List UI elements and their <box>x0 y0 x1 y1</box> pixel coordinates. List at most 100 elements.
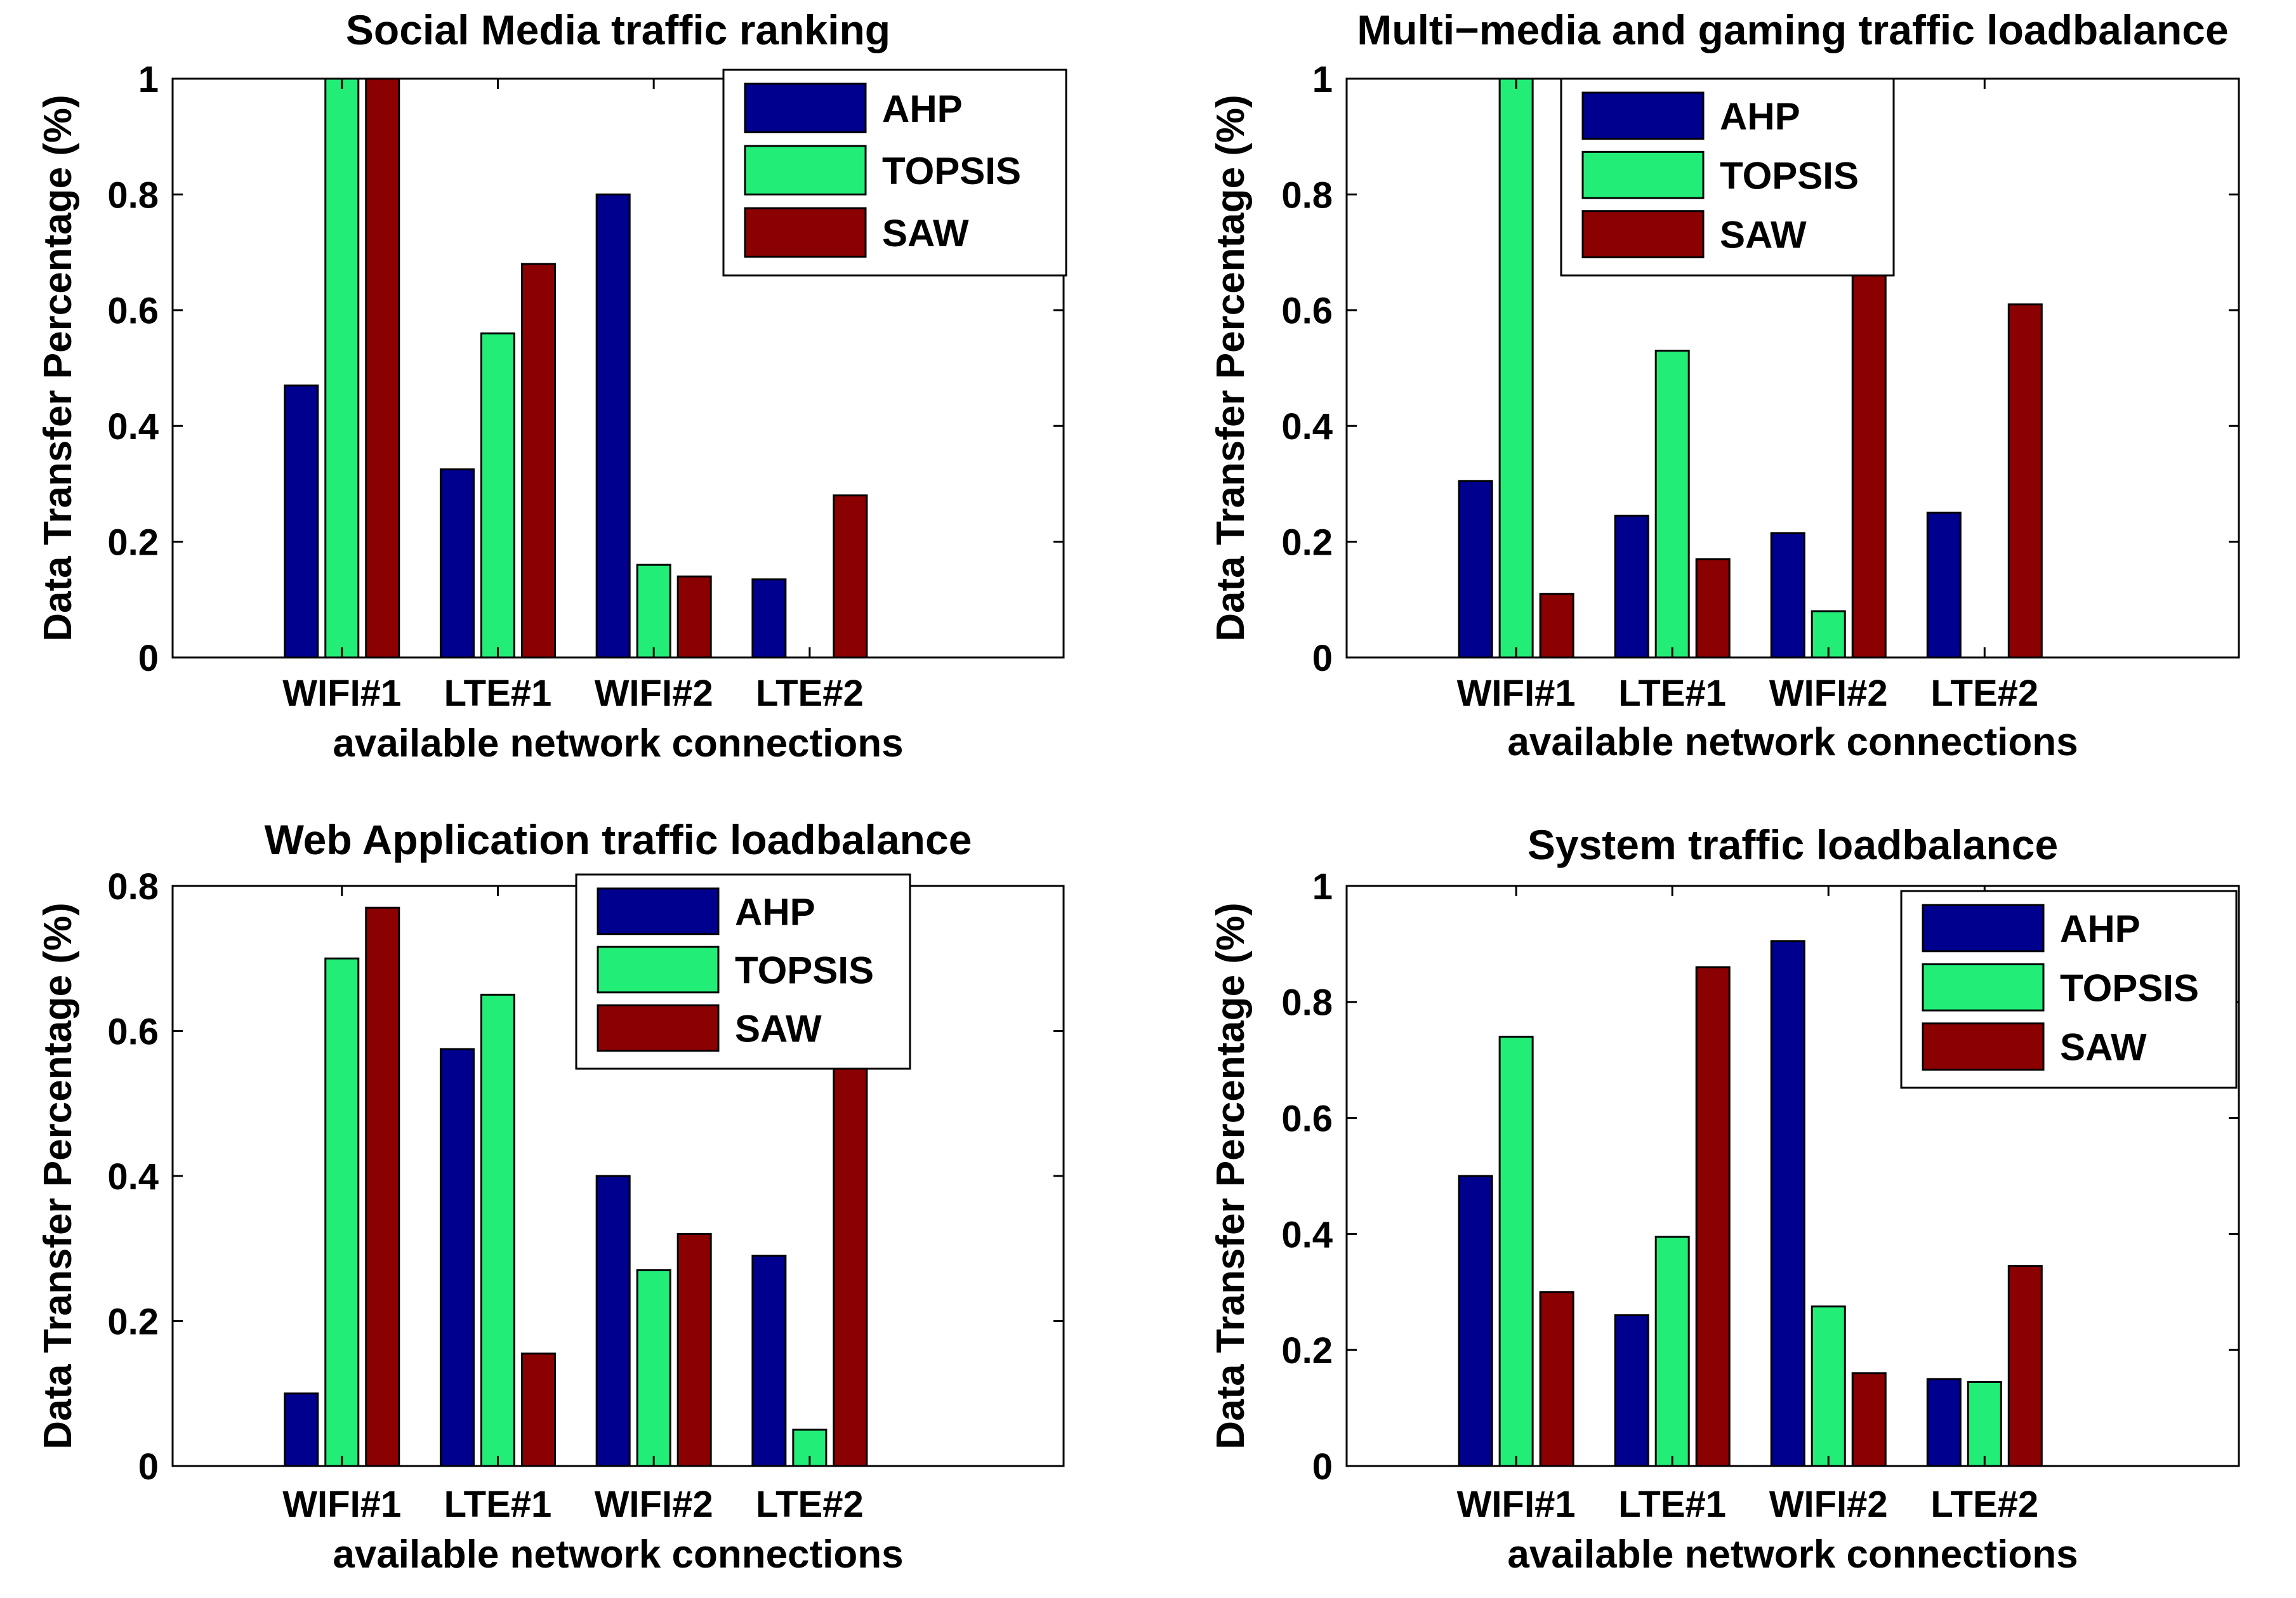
x-tick-label: LTE#2 <box>756 673 864 714</box>
y-tick-label: 1 <box>1312 59 1333 100</box>
y-tick-label: 0.8 <box>107 866 159 908</box>
x-tick-label: WIFI#2 <box>1769 1484 1888 1525</box>
legend-swatch-ahp <box>597 887 720 935</box>
x-axis-label: available network connections <box>1507 720 2078 764</box>
legend-swatch-saw <box>1922 1022 2045 1071</box>
y-tick-label: 0.6 <box>107 291 159 332</box>
legend-label-ahp: AHP <box>1720 95 1800 138</box>
legend-swatch-ahp <box>1922 904 2045 953</box>
legend-swatch-topsis <box>1581 150 1705 199</box>
bar-saw-wifi2 <box>676 1232 712 1467</box>
x-axis-label: available network connections <box>333 722 903 765</box>
bar-saw-lte1 <box>520 1352 556 1467</box>
legend: AHP TOPSIS SAW <box>1560 77 1895 277</box>
legend-label-topsis: TOPSIS <box>882 150 1021 192</box>
y-tick-label: 0 <box>1312 638 1333 679</box>
y-tick-label: 0.4 <box>107 1156 159 1198</box>
legend-swatch-saw <box>597 1004 720 1052</box>
legend-swatch-ahp <box>1581 91 1705 140</box>
x-tick-label: LTE#1 <box>1618 1484 1726 1525</box>
chart-social-media: Social Media traffic ranking Data Transf… <box>36 6 1067 765</box>
bar-topsis-wifi1 <box>324 77 360 659</box>
x-tick-label: WIFI#2 <box>595 1484 713 1525</box>
bar-saw-wifi1 <box>1539 1291 1574 1467</box>
y-tick-label: 0.8 <box>107 175 159 216</box>
legend-swatch-saw <box>1581 210 1705 258</box>
y-tick-label: 0 <box>138 1446 159 1488</box>
x-tick-label: LTE#2 <box>756 1484 864 1525</box>
chart-title: Multi−media and gaming traffic loadbalan… <box>1357 6 2228 53</box>
x-ticks: WIFI#1 LTE#1 WIFI#2 LTE#2 <box>282 886 864 1525</box>
bar-ahp-wifi2 <box>1770 532 1805 659</box>
legend-label-saw: SAW <box>735 1007 822 1050</box>
y-tick-label: 0.6 <box>1281 1098 1333 1139</box>
bar-saw-wifi2 <box>676 575 712 659</box>
bar-ahp-lte2 <box>751 578 787 659</box>
bar-group <box>1458 940 2043 1467</box>
y-tick-label: 0.2 <box>107 522 159 563</box>
y-tick-label: 1 <box>1312 866 1333 908</box>
bar-saw-lte1 <box>1695 966 1731 1467</box>
y-tick-label: 0.4 <box>1281 1214 1333 1255</box>
y-axis-label: Data Transfer Percentage (%) <box>1209 95 1253 641</box>
bar-saw-lte2 <box>2007 303 2043 659</box>
x-tick-label: LTE#2 <box>1930 1484 2038 1525</box>
bar-topsis-wifi2 <box>636 564 671 659</box>
x-tick-label: LTE#1 <box>444 673 552 714</box>
y-axis-label: Data Transfer Percentage (%) <box>36 902 80 1449</box>
bar-saw-wifi1 <box>1539 593 1574 659</box>
x-ticks: WIFI#1 LTE#1 WIFI#2 LTE#2 <box>1457 886 2038 1525</box>
bar-topsis-lte1 <box>480 332 515 659</box>
bar-saw-lte2 <box>833 494 868 659</box>
bar-topsis-wifi1 <box>324 957 360 1467</box>
bar-topsis-lte1 <box>1654 1236 1690 1467</box>
chart-system: System traffic loadbalance Data Transfer… <box>1209 821 2240 1576</box>
y-tick-label: 0.4 <box>1281 406 1333 447</box>
bar-ahp-wifi2 <box>595 193 631 659</box>
legend-label-saw: SAW <box>2060 1026 2147 1069</box>
y-tick-label: 0.4 <box>107 406 159 447</box>
x-tick-label: WIFI#2 <box>595 673 713 714</box>
bar-ahp-lte1 <box>1614 1314 1649 1467</box>
legend-label-saw: SAW <box>1720 214 1807 256</box>
y-ticks: 0 0.2 0.4 0.6 0.8 1 <box>1281 866 2239 1488</box>
x-tick-label: LTE#1 <box>444 1484 552 1525</box>
bar-saw-lte1 <box>1695 558 1731 659</box>
legend: AHP TOPSIS SAW <box>575 873 911 1070</box>
x-tick-label: WIFI#1 <box>1457 673 1576 714</box>
legend-swatch-topsis <box>597 946 720 994</box>
bar-ahp-wifi1 <box>284 1392 319 1467</box>
bar-group <box>284 906 868 1467</box>
y-tick-label: 0.2 <box>1281 522 1333 563</box>
bar-ahp-wifi1 <box>1458 1175 1493 1467</box>
y-ticks: 0 0.2 0.4 0.6 0.8 1 <box>1281 59 2239 679</box>
bar-topsis-wifi2 <box>1811 1305 1846 1467</box>
bar-ahp-lte1 <box>1614 515 1649 659</box>
bar-ahp-lte2 <box>751 1255 787 1467</box>
legend-swatch-saw <box>744 207 867 258</box>
x-tick-label: LTE#1 <box>1618 673 1726 714</box>
bar-ahp-wifi2 <box>1770 940 1805 1467</box>
bar-ahp-wifi1 <box>1458 480 1493 659</box>
legend: AHP TOPSIS SAW <box>1900 890 2238 1089</box>
x-ticks: WIFI#1 LTE#1 WIFI#2 LTE#2 <box>282 79 864 714</box>
legend-label-saw: SAW <box>882 212 969 254</box>
bar-topsis-wifi2 <box>636 1269 671 1467</box>
bar-topsis-lte2 <box>1967 1380 2002 1467</box>
bar-ahp-wifi2 <box>595 1175 631 1467</box>
legend-label-ahp: AHP <box>735 890 815 933</box>
legend: AHP TOPSIS SAW <box>722 69 1067 277</box>
bar-topsis-lte1 <box>1654 350 1690 659</box>
y-tick-label: 1 <box>138 59 159 100</box>
plot-frame <box>1345 885 2240 1467</box>
y-tick-label: 0.2 <box>107 1301 159 1342</box>
chart-title: Social Media traffic ranking <box>346 6 890 53</box>
plot-frame <box>171 77 1065 659</box>
legend-swatch-topsis <box>1922 963 2045 1012</box>
y-tick-label: 0 <box>1312 1446 1333 1488</box>
bar-topsis-lte1 <box>480 993 515 1467</box>
y-tick-label: 0.2 <box>1281 1330 1333 1371</box>
chart-title: System traffic loadbalance <box>1527 821 2058 868</box>
legend-label-ahp: AHP <box>2060 908 2141 950</box>
